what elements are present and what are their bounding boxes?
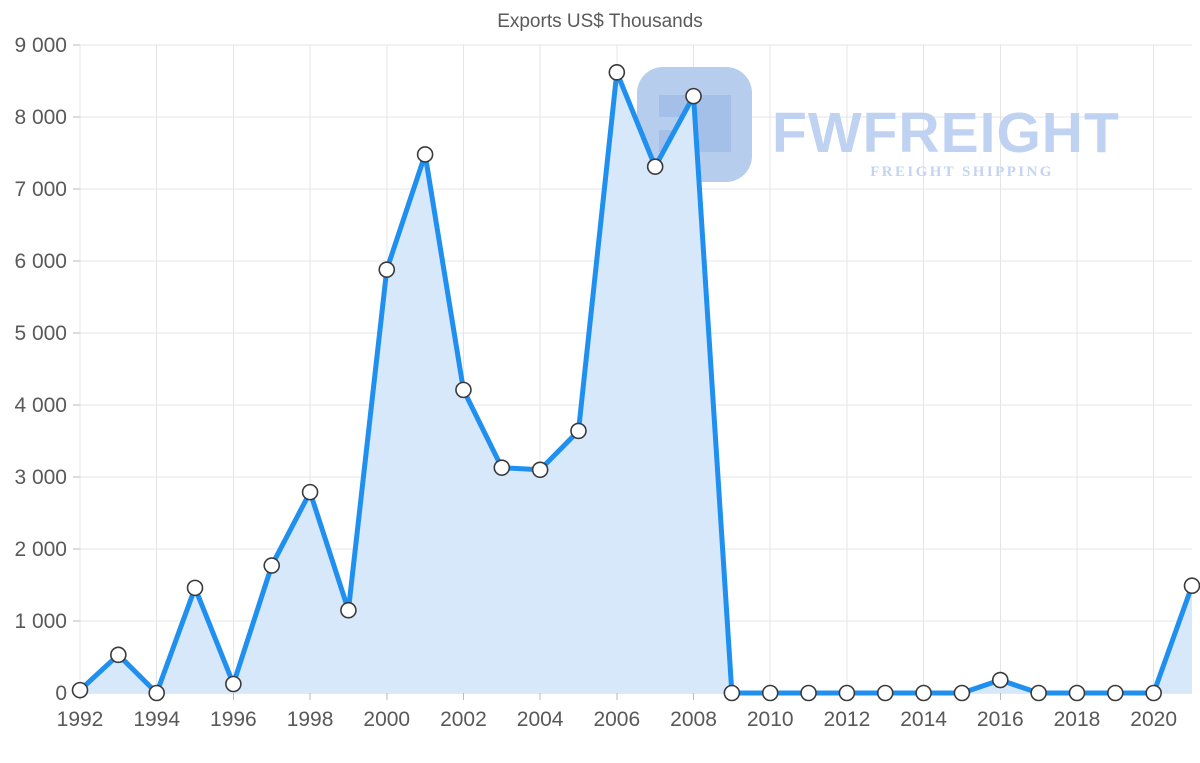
y-tick-label: 0 <box>55 682 67 705</box>
y-tick-label: 4 000 <box>14 394 67 417</box>
series-markers <box>71 64 1200 702</box>
data-point-marker[interactable] <box>378 261 396 278</box>
data-point-marker[interactable] <box>761 684 779 702</box>
data-point-marker[interactable] <box>608 64 626 81</box>
watermark-logo-stem <box>696 95 731 152</box>
data-point-marker[interactable] <box>225 675 242 693</box>
data-point-marker[interactable] <box>723 684 741 702</box>
data-point-marker[interactable] <box>646 158 664 175</box>
data-point-marker[interactable] <box>876 684 894 702</box>
data-point-marker[interactable] <box>301 483 319 501</box>
data-point-marker[interactable] <box>263 557 281 574</box>
x-tick-label: 1998 <box>287 708 334 731</box>
data-point-marker[interactable] <box>416 146 434 163</box>
data-point-marker[interactable] <box>1145 684 1162 702</box>
y-tick-label: 8 000 <box>14 106 67 129</box>
x-tick-label: 2004 <box>517 708 564 731</box>
x-tick-label: 1996 <box>210 708 257 731</box>
data-point-marker[interactable] <box>915 684 932 702</box>
y-tick-label: 2 000 <box>14 538 67 561</box>
x-tick-label: 2014 <box>900 708 947 731</box>
y-tick-label: 1 000 <box>14 610 67 633</box>
data-point-marker[interactable] <box>71 681 89 699</box>
y-tick-label: 5 000 <box>14 322 67 345</box>
x-axis-labels: 1992 1994 1996 1998 2000 2002 2004 2006 2008 2010… <box>57 708 1177 731</box>
data-point-marker[interactable] <box>570 422 587 440</box>
data-point-marker[interactable] <box>1183 577 1200 595</box>
data-point-marker[interactable] <box>455 381 472 399</box>
x-tick-label: 2002 <box>440 708 487 731</box>
data-point-marker[interactable] <box>991 671 1009 689</box>
x-tick-label: 1994 <box>133 708 180 731</box>
data-point-marker[interactable] <box>838 684 856 702</box>
x-tick-label: 1992 <box>57 708 104 731</box>
chart-title: Exports US$ Thousands <box>497 11 703 32</box>
x-tick-label: 2008 <box>670 708 717 731</box>
y-axis-labels: 0 1 000 2 000 3 000 4 000 5 000 6 000 7 000 8 00… <box>14 34 67 705</box>
x-tick-label: 2000 <box>363 708 410 731</box>
watermark-brand: FWFREIGHT <box>772 101 1120 165</box>
watermark-tagline: FREIGHT SHIPPING <box>870 164 1054 180</box>
data-point-marker[interactable] <box>531 461 549 479</box>
data-point-marker[interactable] <box>800 684 817 702</box>
x-tick-label: 2006 <box>593 708 640 731</box>
data-point-marker[interactable] <box>685 87 702 105</box>
y-tick-label: 3 000 <box>14 466 67 489</box>
data-point-marker[interactable] <box>148 684 165 702</box>
x-tick-label: 2016 <box>977 708 1024 731</box>
y-tick-label: 6 000 <box>14 250 67 273</box>
x-tick-label: 2018 <box>1054 708 1101 731</box>
data-point-marker[interactable] <box>493 459 511 476</box>
data-point-marker[interactable] <box>340 601 357 619</box>
y-tick-label: 7 000 <box>14 178 67 201</box>
watermark: FWFREIGHT FREIGHT SHIPPING <box>637 67 1120 182</box>
x-tick-label: 2020 <box>1130 708 1177 731</box>
x-tick-label: 2010 <box>747 708 794 731</box>
data-point-marker[interactable] <box>186 579 204 597</box>
data-point-marker[interactable] <box>1107 684 1124 702</box>
y-tick-label: 9 000 <box>14 34 67 57</box>
data-point-marker[interactable] <box>1030 684 1047 702</box>
data-point-marker[interactable] <box>110 646 127 664</box>
data-point-marker[interactable] <box>953 684 971 702</box>
data-point-marker[interactable] <box>1068 684 1086 702</box>
x-tick-label: 2012 <box>824 708 871 731</box>
